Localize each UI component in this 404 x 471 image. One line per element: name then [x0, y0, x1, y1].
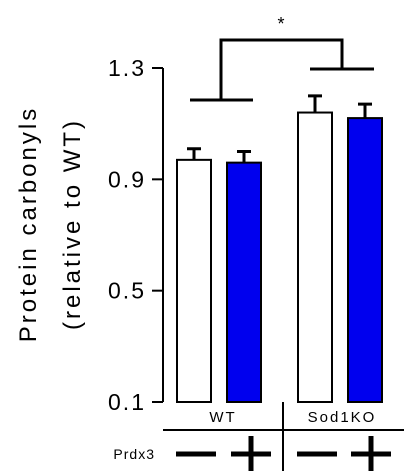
group-label-wt: WT [209, 409, 236, 426]
bar-sod1ko-prdx3-plus [347, 117, 383, 403]
prdx3-plus-sod1ko [351, 436, 391, 471]
error-bar-sod1ko-prdx3-plus [358, 102, 372, 119]
y-tick-label-2: 0.9 [108, 166, 146, 192]
factor-row: Prdx3 [113, 436, 391, 471]
group-label-sod1ko: Sod1KO [308, 409, 377, 426]
factor-label-prdx3: Prdx3 [113, 446, 155, 462]
error-bar-wt-prdx3-minus [187, 147, 201, 160]
prdx3-plus-wt [231, 436, 271, 471]
y-tick-label-1: 0.5 [108, 278, 146, 304]
y-axis-ticks: 0.1 0.5 0.9 1.3 [108, 55, 163, 415]
bar-wt-prdx3-minus [176, 158, 212, 403]
group-label-row: WT Sod1KO [163, 402, 404, 471]
bracket-connector [219, 38, 344, 99]
bar-sod1ko-prdx3-minus [297, 111, 333, 404]
significance-star: * [277, 14, 284, 34]
y-tick-label-3: 1.3 [108, 55, 146, 81]
bars [176, 94, 383, 404]
bar-wt-prdx3-plus [226, 161, 262, 403]
error-bar-wt-prdx3-plus [237, 150, 251, 163]
y-tick-label-0: 0.1 [108, 389, 146, 415]
significance-bracket: * [190, 14, 374, 102]
error-bar-sod1ko-prdx3-minus [308, 94, 322, 113]
y-axis-title-line1: Protein carbonyls [15, 106, 42, 342]
y-axis-title-line2: (relative to WT) [59, 118, 86, 330]
